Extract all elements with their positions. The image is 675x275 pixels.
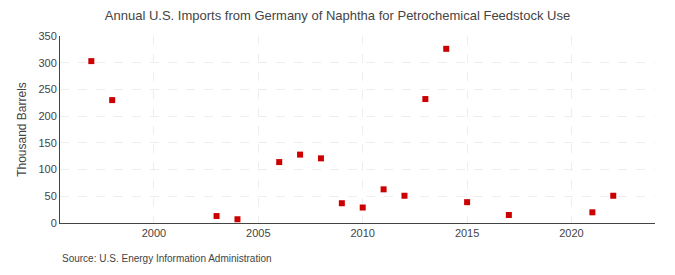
svg-text:2010: 2010 (350, 227, 374, 239)
svg-text:0: 0 (51, 217, 57, 229)
svg-text:150: 150 (38, 137, 56, 149)
svg-text:200: 200 (38, 110, 56, 122)
svg-text:2005: 2005 (246, 227, 270, 239)
svg-text:350: 350 (38, 30, 56, 42)
svg-text:50: 50 (45, 190, 57, 202)
svg-text:100: 100 (38, 163, 56, 175)
svg-text:Source: U.S. Energy Informatio: Source: U.S. Energy Information Administ… (62, 253, 272, 264)
svg-text:Annual U.S. Imports from Germa: Annual U.S. Imports from Germany of Naph… (105, 8, 570, 23)
svg-text:2015: 2015 (455, 227, 479, 239)
svg-text:250: 250 (38, 83, 56, 95)
svg-text:2020: 2020 (559, 227, 583, 239)
svg-text:300: 300 (38, 57, 56, 69)
svg-text:Thousand Barrels: Thousand Barrels (15, 82, 29, 177)
svg-text:2000: 2000 (142, 227, 166, 239)
